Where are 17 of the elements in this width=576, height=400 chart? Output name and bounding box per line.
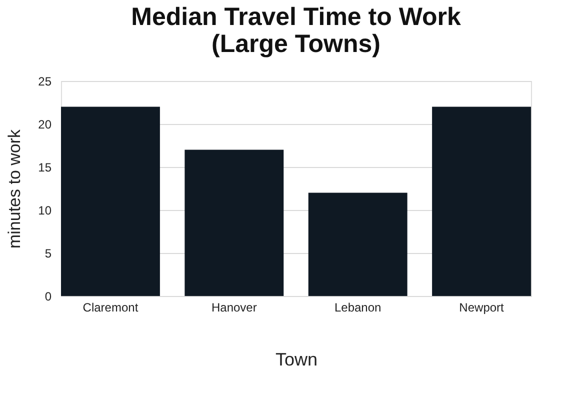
bar [184,150,284,296]
x-tick-label: Claremont [82,300,139,314]
x-tick-label: Newport [459,300,505,314]
y-tick-label: 10 [38,204,52,218]
bar [432,106,531,296]
y-tick-label: 20 [38,118,52,132]
x-tick-label: Hanover [211,300,257,314]
x-axis-title: Town [275,350,318,370]
chart-title: Median Travel Time to Work (Large Towns) [131,3,461,58]
y-tick-label: 15 [38,160,52,174]
y-tick-label: 25 [38,74,52,88]
y-tick-label: 0 [44,290,52,304]
y-tick-label: 5 [44,246,52,260]
bar [308,192,408,296]
x-tick-label: Lebanon [334,300,382,314]
y-axis-title: minutes to work [5,128,24,249]
bar [61,106,160,296]
